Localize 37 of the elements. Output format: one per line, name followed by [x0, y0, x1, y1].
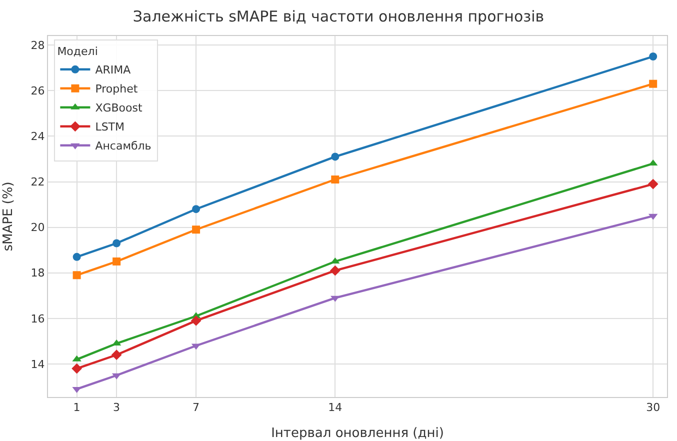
y-tick-label: 20: [30, 221, 45, 234]
x-axis-title: Інтервал оновлення (дні): [271, 426, 444, 441]
legend-label: ARIMA: [95, 64, 132, 77]
y-tick-label: 16: [30, 312, 45, 326]
x-tick-label: 7: [192, 401, 200, 414]
y-tick-label: 14: [30, 358, 45, 371]
point: [331, 152, 340, 161]
point: [72, 363, 82, 374]
point: [72, 271, 81, 280]
x-tick-label: 30: [646, 401, 660, 414]
y-tick-label: 26: [30, 84, 45, 98]
y-tick-label: 28: [30, 38, 45, 52]
y-tick-label: 18: [30, 266, 45, 280]
legend-title: Моделі: [57, 44, 98, 58]
point: [111, 350, 122, 360]
point: [649, 52, 658, 60]
legend-label: LSTM: [95, 120, 125, 134]
y-tick-label: 22: [30, 176, 45, 189]
legend-label: Prophet: [95, 82, 138, 96]
point: [72, 252, 81, 261]
x-tick-label: 1: [73, 401, 80, 414]
point: [112, 257, 121, 266]
point: [330, 265, 340, 276]
point: [192, 226, 200, 234]
point: [190, 316, 202, 326]
chart-title: Залежність sMAPE від частоти оновлення прогнозів: [132, 8, 544, 26]
y-axis-title: sMAPE (%): [1, 182, 16, 252]
point: [649, 80, 658, 88]
legend-label: Ансамбль: [95, 140, 152, 153]
x-tick-label: 14: [328, 401, 342, 414]
legend-label: XGBoost: [95, 102, 143, 115]
point: [648, 178, 658, 190]
point: [331, 175, 340, 184]
y-tick-label: 24: [30, 130, 45, 144]
point: [192, 205, 200, 214]
x-tick-label: 3: [113, 401, 120, 414]
point: [112, 239, 121, 248]
